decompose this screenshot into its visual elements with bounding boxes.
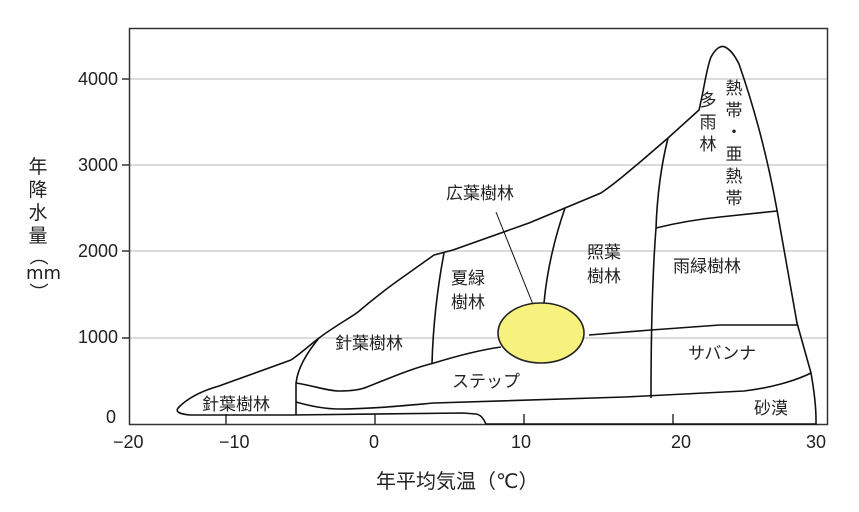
boundary-summergreen-west xyxy=(431,252,445,364)
boundary-steppe-lower xyxy=(295,372,812,410)
y-tick-label: 4000 xyxy=(77,69,118,89)
boundary-forest-savanna xyxy=(588,324,797,336)
label-char: 帯 xyxy=(725,189,743,209)
gridlines xyxy=(130,78,827,339)
y-axis-label: 年 降 水 量 （ mm ） xyxy=(26,156,62,302)
y-axis-label-unit: mm xyxy=(26,263,62,284)
axis-ticks xyxy=(122,78,674,424)
label-char: 多 xyxy=(699,91,717,111)
label-char: 雨 xyxy=(699,113,717,133)
label-char: 帯 xyxy=(725,101,743,121)
y-tick-label: 2000 xyxy=(77,241,118,261)
label-conifer-upper: 針葉樹林 xyxy=(335,334,403,354)
biome-outer-boundary xyxy=(176,45,817,425)
label-tropical-subtropical: 熱 帯 ・ 亜 熱 帯 xyxy=(724,78,744,210)
boundary-raingreen-top xyxy=(655,210,778,229)
x-axis-label: 年平均気温（℃） xyxy=(376,469,539,493)
broadleaf-highlight-ellipse xyxy=(497,302,585,364)
y-tick-label: 1000 xyxy=(77,327,118,347)
label-conifer-lower: 針葉樹林 xyxy=(202,395,270,415)
boundary-laurel-west xyxy=(543,207,566,304)
label-laurel: 照葉 樹林 xyxy=(587,241,621,289)
y-axis-label-char: 水 xyxy=(28,202,48,224)
y-axis-label-char: 降 xyxy=(28,179,48,201)
label-desert: 砂漠 xyxy=(754,399,788,419)
label-broadleaf-callout: 広葉樹林 xyxy=(446,184,514,204)
y-axis-label-char: 量 xyxy=(28,225,48,247)
y-axis-label-char: 年 xyxy=(28,156,48,178)
boundary-conifer-steppe xyxy=(295,337,320,415)
label-char: 亜 xyxy=(725,145,743,165)
plot-frame xyxy=(128,27,829,426)
label-line: 樹林 xyxy=(587,267,621,287)
label-line: 夏緑 xyxy=(451,269,485,289)
boundary-tropical-west xyxy=(650,137,669,399)
x-tick-label: 20 xyxy=(671,432,692,452)
label-char: 林 xyxy=(699,135,717,155)
label-raingreen: 雨緑樹林 xyxy=(673,257,741,277)
label-char: 熱 xyxy=(725,79,743,99)
label-line: 樹林 xyxy=(451,293,485,313)
label-summergreen: 夏緑 樹林 xyxy=(451,267,485,315)
x-tick-label: −20 xyxy=(113,432,144,452)
label-savanna: サバンナ xyxy=(688,344,757,364)
y-tick-label: 3000 xyxy=(77,155,118,175)
boundary-steppe-upper xyxy=(295,346,502,392)
x-tick-label: −10 xyxy=(219,432,250,452)
label-char: ・ xyxy=(725,123,743,143)
y-axis-label-char: ） xyxy=(27,282,49,302)
label-char: 熱 xyxy=(725,167,743,187)
x-tick-label: 0 xyxy=(369,432,380,452)
x-tick-label: 10 xyxy=(511,432,532,452)
x-tick-label: 30 xyxy=(806,432,827,452)
y-tick-label: 0 xyxy=(105,407,116,427)
y-axis-label-char: （ xyxy=(27,246,49,266)
label-rainforest: 多 雨 林 xyxy=(698,90,718,156)
label-line: 照葉 xyxy=(587,243,621,263)
label-steppe: ステップ xyxy=(452,372,520,392)
